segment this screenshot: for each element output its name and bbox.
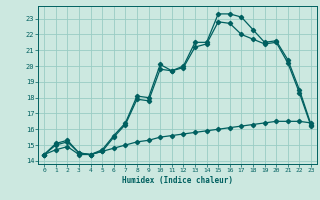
X-axis label: Humidex (Indice chaleur): Humidex (Indice chaleur)	[122, 176, 233, 185]
